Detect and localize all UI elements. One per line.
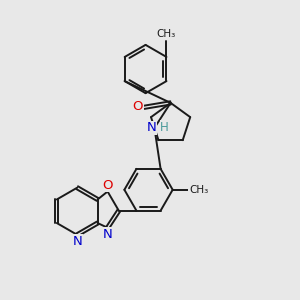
- Text: O: O: [132, 100, 143, 113]
- Text: N: N: [147, 122, 156, 134]
- Text: H: H: [160, 121, 169, 134]
- Text: N: N: [72, 235, 82, 248]
- Text: O: O: [102, 178, 112, 191]
- Text: CH₃: CH₃: [157, 29, 176, 39]
- Text: N: N: [103, 228, 112, 241]
- Text: CH₃: CH₃: [189, 185, 208, 195]
